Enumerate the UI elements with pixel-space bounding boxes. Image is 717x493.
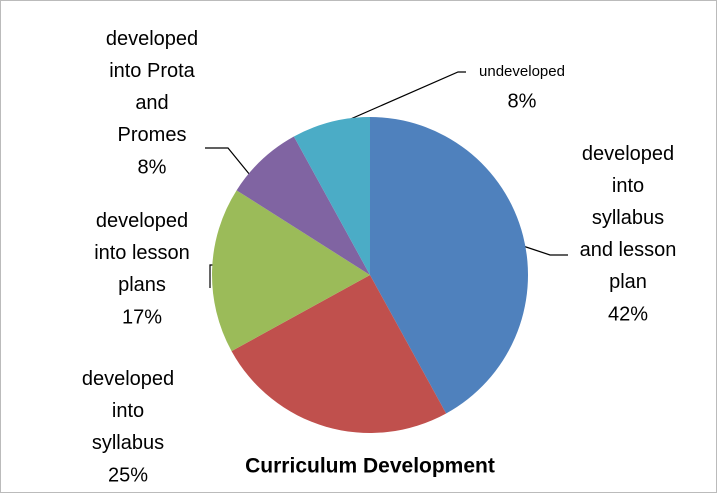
slice-value-label: 17% [122, 306, 162, 328]
slice-value-label: 8% [138, 156, 167, 178]
pie-slice [293, 117, 370, 275]
slice-label: developed into syllabus and lesson plan [580, 143, 677, 293]
pie-slice [231, 275, 447, 433]
pie-slice [212, 190, 370, 352]
slice-label: developed into Prota and Promes [106, 28, 198, 146]
chart-title: Curriculum Development [245, 455, 495, 478]
slice-label: developed into lesson plans [94, 210, 190, 296]
slice-label: undeveloped [479, 63, 565, 80]
slice-value-label: 42% [608, 303, 648, 325]
slice-value-label: 8% [508, 90, 537, 112]
leader-line [519, 244, 568, 256]
pie-slice [236, 136, 370, 275]
slice-value-label: 25% [108, 464, 148, 486]
leader-line [205, 147, 251, 176]
pie-slice [370, 117, 528, 414]
leader-line [329, 71, 466, 129]
slice-label: developed into syllabus [82, 368, 174, 454]
